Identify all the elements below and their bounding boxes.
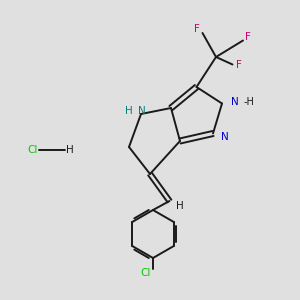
Text: N: N: [138, 106, 146, 116]
Text: F: F: [236, 59, 242, 70]
Text: Cl: Cl: [140, 268, 151, 278]
Text: N: N: [220, 131, 228, 142]
Text: Cl: Cl: [27, 145, 38, 155]
Text: -H: -H: [244, 97, 254, 107]
Text: H: H: [66, 145, 74, 155]
Text: H: H: [125, 106, 133, 116]
Text: F: F: [194, 24, 200, 34]
Text: N: N: [231, 97, 239, 107]
Text: F: F: [245, 32, 251, 43]
Text: H: H: [176, 201, 184, 212]
